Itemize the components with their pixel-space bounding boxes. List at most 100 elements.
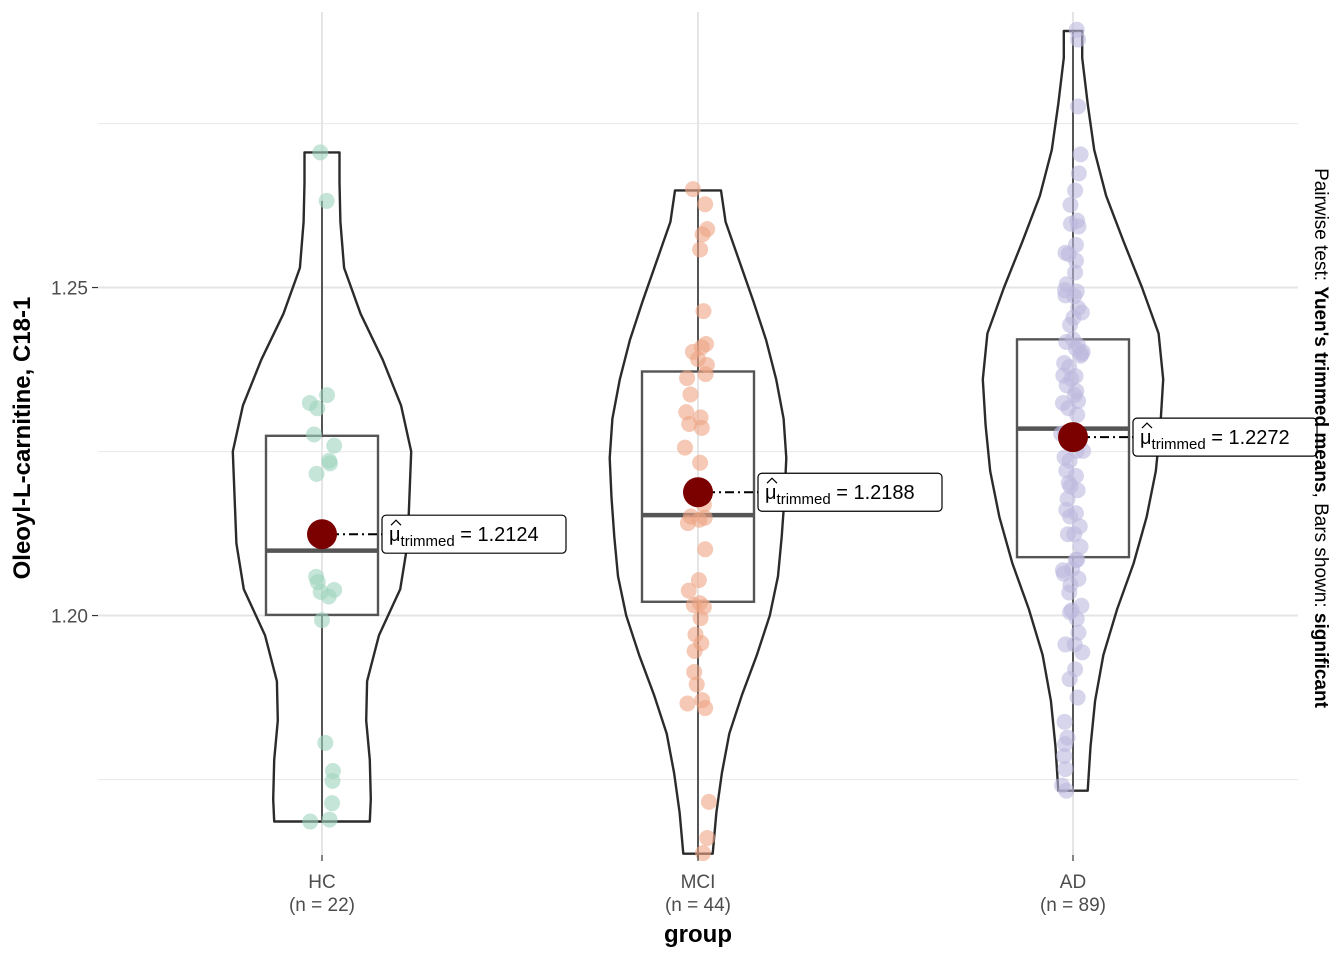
data-point — [1067, 368, 1084, 385]
trimmed-mean-dot — [683, 477, 713, 508]
data-point — [302, 813, 319, 830]
trimmed-mean-label-box — [757, 472, 943, 512]
data-point — [1059, 729, 1076, 746]
data-point — [1070, 165, 1087, 182]
data-point — [1067, 264, 1084, 281]
data-point — [318, 192, 335, 209]
y-tick-label: 1.20 — [51, 607, 88, 628]
caption: Pairwise test: Yuen's trimmed means, Bar… — [1310, 168, 1331, 709]
hat-icon — [390, 519, 402, 526]
data-point — [1070, 218, 1087, 235]
data-point — [700, 793, 717, 810]
caption-test: Yuen's trimmed means — [1310, 286, 1331, 492]
data-point — [1066, 288, 1083, 305]
data-point — [1061, 584, 1078, 601]
x-tick-count: (n = 44) — [665, 895, 731, 916]
data-point — [690, 572, 707, 589]
data-point — [1056, 713, 1073, 730]
x-tick-label: AD — [1060, 872, 1086, 893]
data-point — [1059, 526, 1076, 543]
data-point — [1056, 747, 1073, 764]
data-point — [697, 541, 714, 558]
data-point — [679, 515, 696, 532]
point-layer — [301, 21, 1092, 862]
data-point — [681, 415, 698, 432]
data-point — [1069, 689, 1086, 706]
y-axis: 1.20 1.25 — [51, 279, 98, 628]
data-point — [693, 419, 710, 436]
data-point — [324, 772, 341, 789]
data-point — [1072, 538, 1089, 555]
data-point — [1058, 782, 1075, 799]
data-point — [314, 612, 330, 629]
trimmed-mean-label: μtrimmed = 1.2272 — [1140, 427, 1290, 453]
data-point — [306, 426, 323, 443]
trimmed-mean-dot — [307, 519, 337, 550]
data-point — [679, 370, 696, 387]
trimmed-mean-label: μtrimmed = 1.2188 — [765, 482, 915, 508]
y-tick-label: 1.25 — [51, 279, 88, 300]
caption-middle: , Bars shown: — [1310, 493, 1331, 613]
trimmed-mean-label-box — [1132, 417, 1318, 457]
data-point — [1067, 505, 1084, 522]
data-point — [321, 811, 338, 828]
data-point — [1072, 347, 1089, 364]
data-point — [312, 144, 329, 161]
data-point — [1068, 610, 1085, 627]
data-point — [309, 400, 326, 417]
data-point — [682, 386, 699, 403]
hat-icon — [1141, 422, 1153, 429]
data-point — [697, 196, 714, 213]
data-point — [679, 695, 696, 712]
caption-prefix: Pairwise test: — [1310, 168, 1331, 286]
trimmed-mean-label: μtrimmed = 1.2124 — [389, 524, 539, 550]
data-point — [692, 241, 709, 258]
data-point — [321, 455, 338, 472]
data-point — [1070, 98, 1087, 115]
x-tick-label: HC — [308, 872, 335, 893]
data-point — [694, 226, 711, 243]
data-point — [693, 635, 710, 652]
data-point — [1067, 252, 1084, 269]
data-point — [1069, 406, 1086, 423]
violin-hc — [231, 151, 413, 823]
violin-ad — [981, 29, 1165, 792]
data-point — [324, 795, 341, 812]
data-point — [1067, 182, 1084, 199]
x-tick-count: (n = 89) — [1040, 895, 1106, 916]
data-point — [1068, 383, 1085, 400]
violin-layer — [231, 29, 1165, 855]
data-point — [1057, 761, 1074, 778]
data-point — [317, 734, 334, 751]
data-point — [686, 663, 703, 680]
data-point — [1062, 478, 1079, 495]
violin-mci — [608, 189, 788, 855]
data-point — [1070, 31, 1087, 48]
data-point — [684, 181, 701, 198]
data-point — [1067, 236, 1084, 253]
data-point — [695, 845, 712, 862]
data-point — [320, 588, 337, 605]
data-point — [1061, 671, 1078, 688]
data-point — [699, 829, 716, 846]
data-point — [695, 303, 712, 320]
data-point — [326, 437, 343, 454]
trimmed-mean-layer: μtrimmed = 1.2124 μtrimmed = 1.2188 μtrimm… — [307, 417, 1318, 554]
data-point — [308, 465, 325, 482]
data-point — [1072, 146, 1089, 163]
trimmed-mean-dot — [1058, 422, 1088, 453]
hat-icon — [766, 477, 778, 484]
data-point — [688, 676, 705, 693]
data-point — [680, 582, 697, 599]
data-point — [1066, 636, 1083, 653]
x-tick-label: MCI — [681, 872, 716, 893]
y-axis-title: Oleoyl-L-carnitine, C18-1 — [9, 297, 36, 580]
data-point — [1067, 551, 1084, 568]
caption-shown: significant — [1310, 613, 1331, 709]
data-point — [697, 366, 714, 383]
data-point — [319, 387, 336, 404]
data-point — [1062, 316, 1079, 333]
x-tick-count: (n = 22) — [289, 895, 355, 916]
x-axis-title: group — [664, 921, 732, 948]
